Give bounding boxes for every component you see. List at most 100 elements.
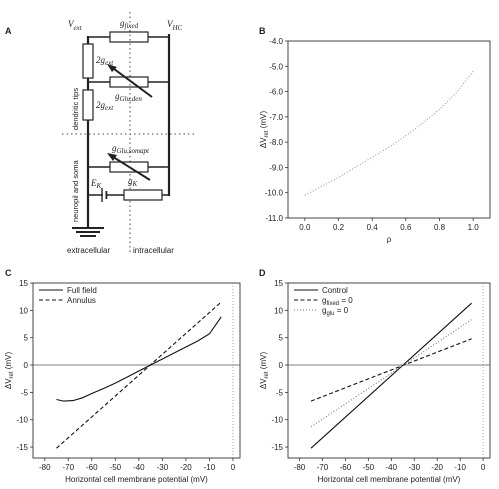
panel-d: D -80 -70 -60 -50 -40 -30 -20 -10 0 15 10 5 0 -5 -10 -1… bbox=[259, 268, 491, 484]
extracellular-label: extracellular bbox=[67, 246, 110, 255]
battery-gap bbox=[103, 189, 106, 201]
g-glu-somapt-label: gGlu,somapt bbox=[112, 143, 150, 155]
x-tick-label: 0.2 bbox=[333, 223, 345, 232]
y-tick-label: -6.0 bbox=[269, 88, 283, 97]
x-tick-label: 0.6 bbox=[400, 223, 412, 232]
x-axis-label: Horizontal cell membrane potential (mV) bbox=[318, 475, 461, 484]
panel-b-letter: B bbox=[259, 26, 266, 36]
y-tick-label: 10 bbox=[274, 306, 283, 315]
x-tick-label: 0.0 bbox=[299, 223, 311, 232]
y-tick-label: -5 bbox=[276, 388, 284, 397]
x-tick-label: -80 bbox=[294, 463, 306, 472]
y-tick-label: -10 bbox=[271, 416, 283, 425]
y-axis-label: ΔVret (mV) bbox=[4, 352, 15, 390]
series-line-1 bbox=[310, 302, 472, 449]
y-tick-label: -9.0 bbox=[269, 163, 283, 172]
y-tick-label: 10 bbox=[19, 306, 28, 315]
v-hc-label: VHC bbox=[167, 19, 183, 32]
y-axis-label-main: ΔV bbox=[259, 378, 268, 389]
y-axis-label-main: ΔV bbox=[259, 137, 268, 148]
y-axis-label: ΔVret (mV) bbox=[259, 352, 270, 390]
x-tick-label: -70 bbox=[63, 463, 75, 472]
g-glu-den-arrowhead bbox=[107, 64, 117, 72]
y-tick-label: -10.0 bbox=[265, 189, 284, 198]
legend-label-1: Full field bbox=[67, 286, 97, 295]
y-axis-label-sub: ret bbox=[264, 130, 270, 137]
panel-a-letter: A bbox=[5, 26, 12, 36]
x-tick-label: -20 bbox=[180, 463, 192, 472]
plot-frame bbox=[287, 40, 491, 219]
x-tick-label: -20 bbox=[431, 463, 443, 472]
y-axis-label-unit: (mV) bbox=[259, 352, 268, 372]
x-tick-label: -30 bbox=[157, 463, 169, 472]
y-tick-label: -15 bbox=[271, 443, 283, 452]
y-axis-label-main: ΔV bbox=[4, 378, 13, 389]
series-line-3 bbox=[310, 319, 472, 428]
two-g-ext-bottom-resistor bbox=[82, 89, 94, 121]
g-glu-den-arrow bbox=[109, 65, 153, 98]
y-tick-label: -5 bbox=[21, 388, 29, 397]
legend-label-2: gfixed = 0 bbox=[322, 296, 353, 307]
plot-frame bbox=[287, 282, 491, 459]
legend-name: g bbox=[322, 306, 326, 315]
legend-name-suffix: = 0 bbox=[339, 296, 353, 305]
series-line-1 bbox=[56, 316, 222, 402]
x-tick-label: -50 bbox=[110, 463, 122, 472]
x-tick-label: 0 bbox=[481, 463, 486, 472]
legend-name: Control bbox=[322, 286, 348, 295]
legend-label-3: gglu = 0 bbox=[322, 306, 349, 317]
x-tick-label: -40 bbox=[133, 463, 145, 472]
g-k-resistor bbox=[123, 189, 163, 201]
panel-c-letter: C bbox=[5, 268, 12, 278]
g-fixed-resistor bbox=[109, 31, 149, 43]
panel-c: C -80 -70 -60 -50 -40 -30 -20 -10 0 15 10 5 0 -5 -10 -1… bbox=[4, 268, 241, 484]
intracellular-label: intracellular bbox=[133, 246, 174, 255]
two-g-ext-top-label: 2gext bbox=[96, 55, 114, 67]
series-line-2 bbox=[56, 301, 222, 449]
legend-name: g bbox=[322, 296, 326, 305]
y-axis-label-sub: ret bbox=[264, 371, 270, 378]
dendritic-tips-label: dendritic tips bbox=[71, 88, 80, 130]
y-axis-label-unit: (mV) bbox=[4, 352, 13, 372]
g-fixed-label: gfixed bbox=[120, 18, 139, 30]
legend-label-1: Control bbox=[322, 286, 348, 295]
series-line-2 bbox=[310, 338, 472, 402]
x-axis-label: Horizontal cell membrane potential (mV) bbox=[65, 475, 208, 484]
panel-d-letter: D bbox=[259, 268, 266, 278]
v-ext-label: Vext bbox=[68, 19, 83, 32]
panel-a: A Vext VHC gfixed 2gext gGlu,den 2gext bbox=[5, 12, 196, 255]
x-tick-label: -60 bbox=[340, 463, 352, 472]
neuropil-soma-label: neuropil and soma bbox=[71, 159, 80, 222]
x-tick-label: 0.4 bbox=[367, 223, 379, 232]
g-glu-somapt-arrow bbox=[109, 154, 151, 181]
y-tick-label: 15 bbox=[19, 279, 28, 288]
x-tick-label: -70 bbox=[317, 463, 329, 472]
y-tick-label: -7.0 bbox=[269, 113, 283, 122]
g-glu-den-label: gGlu,den bbox=[115, 91, 142, 103]
legend-name-sub: fixed bbox=[326, 301, 339, 307]
y-tick-label: -5.0 bbox=[269, 62, 283, 71]
x-tick-label: 0 bbox=[231, 463, 236, 472]
legend-name-suffix: = 0 bbox=[334, 306, 348, 315]
y-tick-label: 5 bbox=[279, 334, 284, 343]
x-tick-label: -60 bbox=[86, 463, 98, 472]
y-tick-label: 0 bbox=[24, 361, 29, 370]
y-tick-label: 5 bbox=[24, 334, 29, 343]
x-axis-label: ρ bbox=[387, 235, 392, 244]
y-tick-label: -8.0 bbox=[269, 138, 283, 147]
y-axis-label-sub: ret bbox=[9, 371, 15, 378]
g-k-label: gK bbox=[128, 176, 138, 188]
y-tick-label: 15 bbox=[274, 279, 283, 288]
legend-name: Full field bbox=[67, 286, 97, 295]
legend-label-2: Annulus bbox=[67, 296, 96, 305]
g-glu-den-resistor bbox=[109, 76, 149, 88]
y-tick-label: -10 bbox=[16, 416, 28, 425]
e-k-label: EK bbox=[90, 178, 102, 190]
legend-name: Annulus bbox=[67, 296, 96, 305]
x-tick-label: 1.0 bbox=[468, 223, 480, 232]
x-tick-label: -30 bbox=[408, 463, 420, 472]
plot-frame bbox=[32, 282, 241, 459]
x-tick-label: -50 bbox=[363, 463, 375, 472]
y-axis-label: ΔVret (mV) bbox=[259, 111, 270, 149]
